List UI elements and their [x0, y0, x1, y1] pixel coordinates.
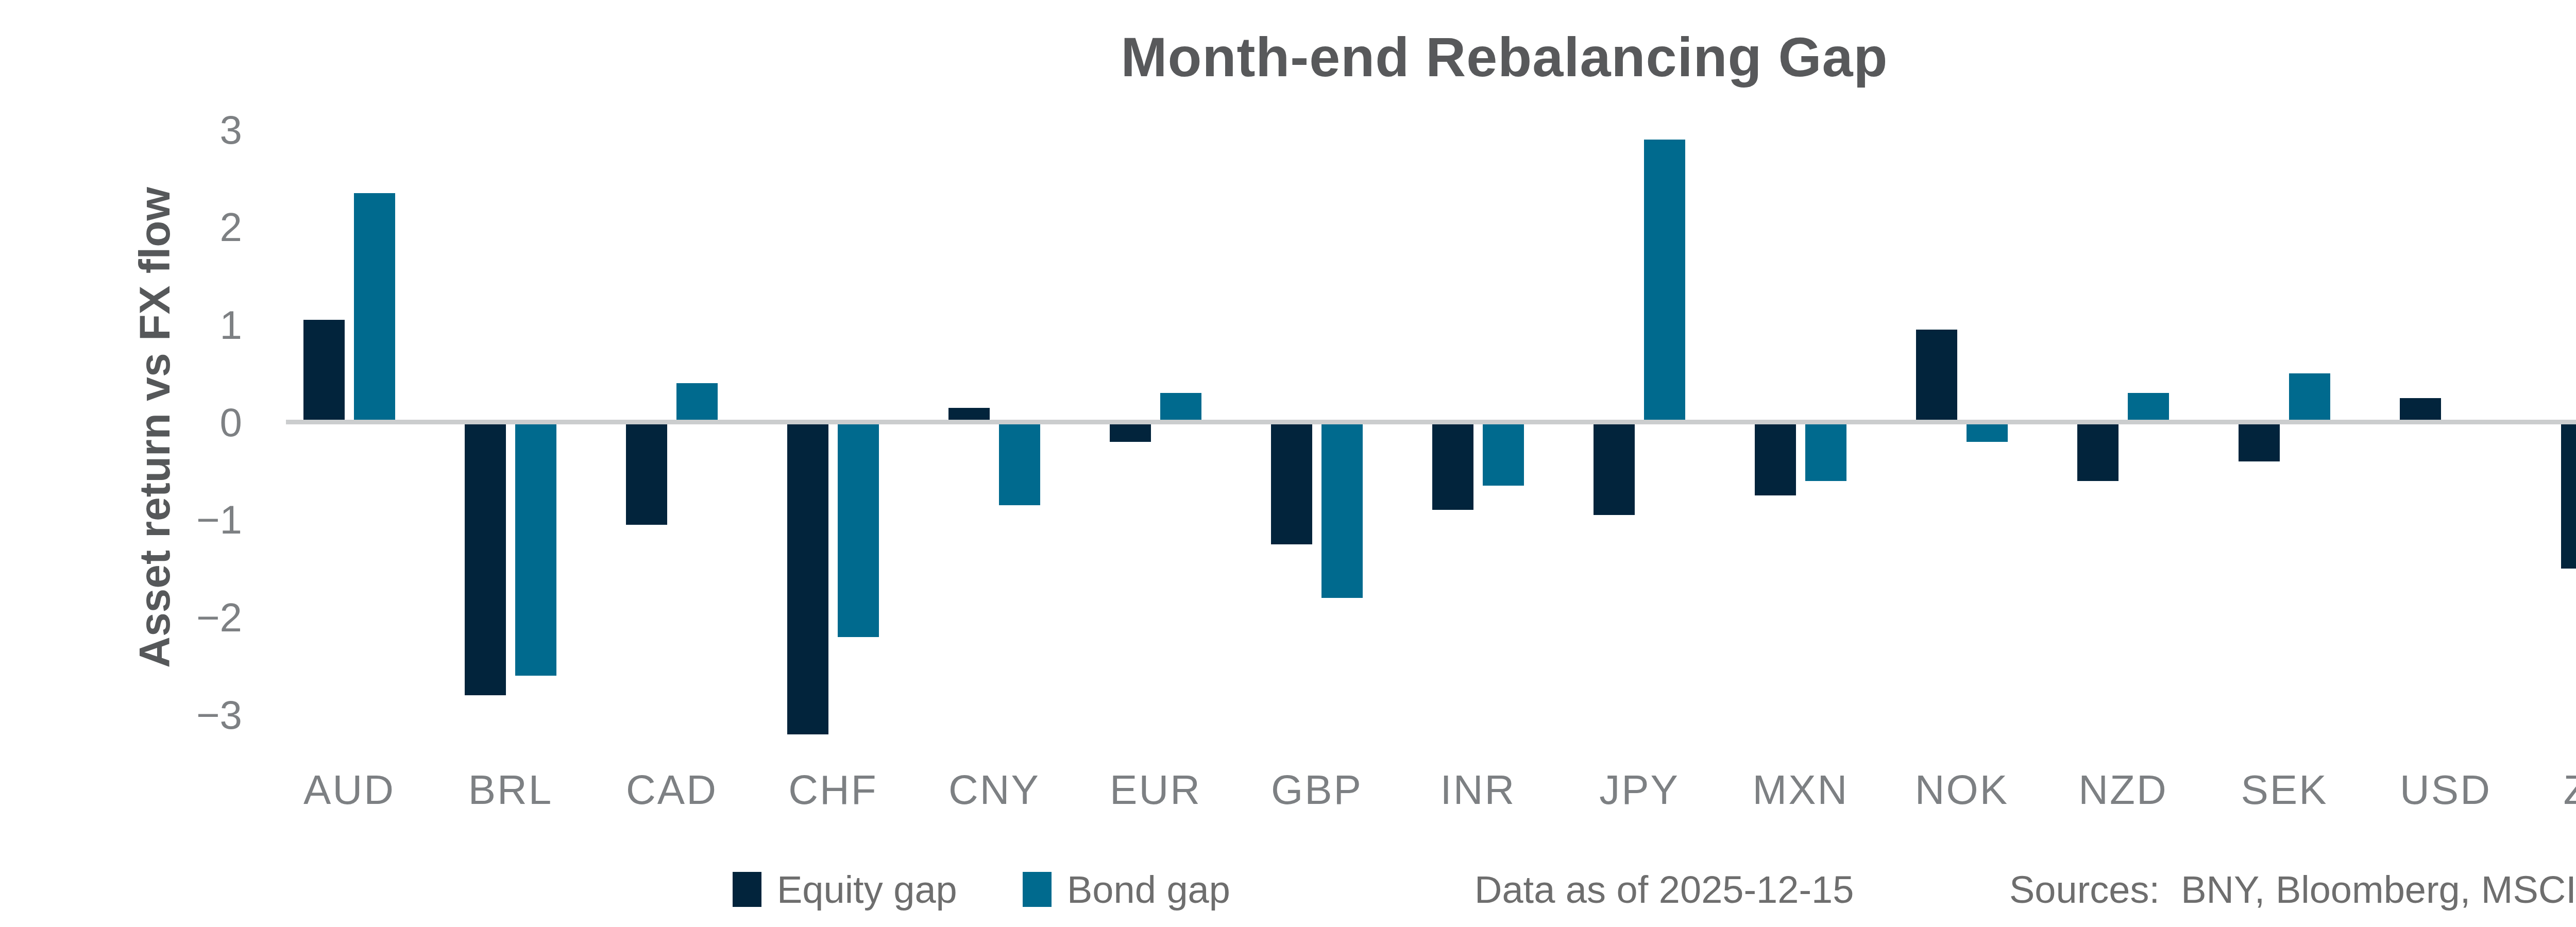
legend-item-equity-gap: Equity gap: [733, 866, 957, 913]
bar-equity-gap-CAD: [626, 424, 667, 525]
bar-bond-gap-EUR: [1160, 393, 1201, 420]
rebalancing-gap-chart: Month-end Rebalancing Gap Asset return v…: [0, 0, 2576, 927]
bar-bond-gap-CAD: [676, 383, 718, 420]
bar-bond-gap-SEK: [2289, 373, 2330, 420]
y-tick-label-3: 3: [134, 107, 242, 153]
x-tick-label-ZAR: ZAR: [2524, 766, 2576, 814]
y-tick-label-1: 1: [134, 302, 242, 348]
x-tick-label-NZD: NZD: [2041, 766, 2206, 814]
bond-gap-swatch-icon: [1023, 872, 1052, 907]
x-tick-label-CHF: CHF: [751, 766, 916, 814]
y-tick-label-0: 0: [134, 399, 242, 445]
zero-gridline: [286, 420, 2576, 424]
y-tick-label--2: −2: [134, 594, 242, 641]
bar-bond-gap-AUD: [354, 193, 395, 420]
bar-equity-gap-ZAR: [2561, 424, 2576, 569]
bar-bond-gap-CHF: [838, 424, 879, 637]
bar-bond-gap-GBP: [1321, 424, 1363, 598]
equity-gap-swatch-icon: [733, 872, 761, 907]
y-tick-label--1: −1: [134, 496, 242, 543]
bar-bond-gap-CNY: [999, 424, 1040, 505]
data-as-of-note: Data as of 2025-12-15: [1475, 866, 1854, 913]
bar-bond-gap-INR: [1483, 424, 1524, 486]
x-tick-label-EUR: EUR: [1073, 766, 1238, 814]
bar-equity-gap-USD: [2400, 398, 2441, 420]
x-tick-label-GBP: GBP: [1234, 766, 1399, 814]
bar-bond-gap-BRL: [515, 424, 556, 676]
x-tick-label-CAD: CAD: [589, 766, 754, 814]
y-tick-label-2: 2: [134, 204, 242, 250]
bar-equity-gap-EUR: [1110, 424, 1151, 442]
x-tick-label-AUD: AUD: [267, 766, 432, 814]
bar-equity-gap-AUD: [303, 320, 345, 420]
bar-equity-gap-INR: [1432, 424, 1473, 510]
x-tick-label-INR: INR: [1396, 766, 1561, 814]
y-tick-label--3: −3: [134, 692, 242, 738]
bar-equity-gap-SEK: [2239, 424, 2280, 461]
x-tick-label-BRL: BRL: [428, 766, 593, 814]
x-tick-label-JPY: JPY: [1557, 766, 1722, 814]
bar-bond-gap-MXN: [1805, 424, 1846, 481]
bar-bond-gap-JPY: [1644, 140, 1685, 420]
bar-equity-gap-GBP: [1271, 424, 1312, 544]
bar-equity-gap-NOK: [1916, 330, 1957, 420]
bar-equity-gap-JPY: [1594, 424, 1635, 515]
bar-bond-gap-NZD: [2128, 393, 2169, 420]
x-tick-label-NOK: NOK: [1879, 766, 2044, 814]
bar-equity-gap-CNY: [948, 408, 990, 420]
legend-label-bond-gap: Bond gap: [1067, 868, 1230, 912]
bar-bond-gap-NOK: [1967, 424, 2008, 442]
bar-equity-gap-BRL: [465, 424, 506, 695]
bar-equity-gap-NZD: [2077, 424, 2119, 481]
sources-note: Sources: BNY, Bloomberg, MSCI: [2009, 866, 2576, 913]
bar-equity-gap-CHF: [787, 424, 828, 734]
chart-title: Month-end Rebalancing Gap: [289, 25, 2576, 89]
legend-label-equity-gap: Equity gap: [777, 868, 957, 912]
legend-item-bond-gap: Bond gap: [1023, 866, 1230, 913]
x-tick-label-CNY: CNY: [912, 766, 1077, 814]
bar-equity-gap-MXN: [1755, 424, 1796, 495]
x-tick-label-USD: USD: [2363, 766, 2528, 814]
x-tick-label-SEK: SEK: [2202, 766, 2367, 814]
x-tick-label-MXN: MXN: [1718, 766, 1883, 814]
